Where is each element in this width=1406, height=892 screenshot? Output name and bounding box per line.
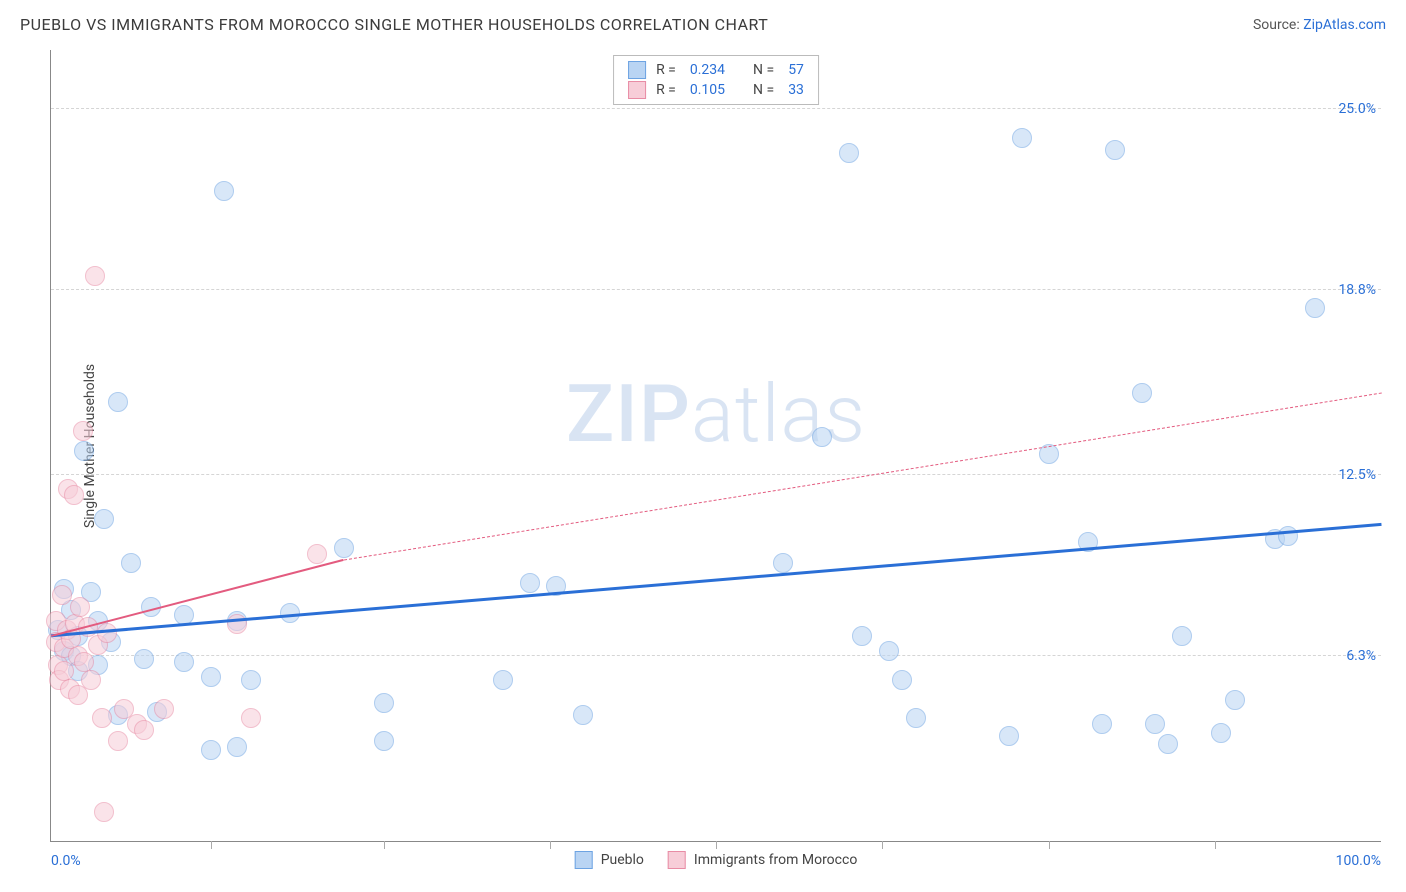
data-point xyxy=(1211,723,1231,743)
data-point xyxy=(94,802,114,822)
data-point xyxy=(906,708,926,728)
data-point xyxy=(154,699,174,719)
watermark-light: atlas xyxy=(691,367,866,461)
data-point xyxy=(280,603,300,623)
data-point xyxy=(214,181,234,201)
n-label: N = xyxy=(753,82,774,98)
y-tick-label: 18.8% xyxy=(1338,282,1386,298)
n-value-morocco: 33 xyxy=(788,82,804,98)
data-point xyxy=(1012,128,1032,148)
data-point xyxy=(97,623,117,643)
x-tick-label: 0.0% xyxy=(51,853,81,869)
legend-swatch-morocco xyxy=(628,81,646,99)
chart-title: PUEBLO VS IMMIGRANTS FROM MOROCCO SINGLE… xyxy=(20,15,768,34)
data-point xyxy=(108,392,128,412)
data-point xyxy=(121,553,141,573)
series-legend: Pueblo Immigrants from Morocco xyxy=(575,851,858,869)
data-point xyxy=(94,509,114,529)
data-point xyxy=(64,485,84,505)
gridline-horizontal xyxy=(51,289,1381,290)
n-value-pueblo: 57 xyxy=(788,62,804,78)
data-point xyxy=(74,441,94,461)
legend-label-pueblo: Pueblo xyxy=(601,852,644,868)
data-point xyxy=(227,737,247,757)
legend-swatch-morocco xyxy=(668,851,686,869)
r-label: R = xyxy=(656,82,676,98)
data-point xyxy=(108,731,128,751)
data-point xyxy=(374,731,394,751)
gridline-horizontal xyxy=(51,108,1381,109)
data-point xyxy=(879,641,899,661)
data-point xyxy=(892,670,912,690)
data-point xyxy=(374,693,394,713)
data-point xyxy=(520,573,540,593)
legend-row-morocco: R = 0.105 N = 33 xyxy=(628,80,804,100)
legend-swatch-pueblo xyxy=(628,61,646,79)
data-point xyxy=(852,626,872,646)
x-minor-tick xyxy=(1049,841,1050,849)
data-point xyxy=(573,705,593,725)
data-point xyxy=(201,740,221,760)
y-tick-label: 25.0% xyxy=(1338,101,1386,117)
correlation-legend: R = 0.234 N = 57 R = 0.105 N = 33 xyxy=(613,55,819,105)
x-minor-tick xyxy=(716,841,717,849)
data-point xyxy=(839,143,859,163)
data-point xyxy=(85,266,105,286)
header: PUEBLO VS IMMIGRANTS FROM MOROCCO SINGLE… xyxy=(20,15,1386,34)
n-label: N = xyxy=(753,62,774,78)
source-label: Source: xyxy=(1253,17,1300,33)
legend-item-pueblo: Pueblo xyxy=(575,851,644,869)
data-point xyxy=(1092,714,1112,734)
data-point xyxy=(1172,626,1192,646)
source-attribution: Source: ZipAtlas.com xyxy=(1253,17,1386,33)
x-minor-tick xyxy=(384,841,385,849)
data-point xyxy=(134,720,154,740)
data-point xyxy=(812,427,832,447)
r-value-morocco: 0.105 xyxy=(690,82,725,98)
source-link[interactable]: ZipAtlas.com xyxy=(1303,17,1386,33)
legend-row-pueblo: R = 0.234 N = 57 xyxy=(628,60,804,80)
legend-label-morocco: Immigrants from Morocco xyxy=(694,852,857,868)
data-point xyxy=(1132,383,1152,403)
data-point xyxy=(1145,714,1165,734)
legend-item-morocco: Immigrants from Morocco xyxy=(668,851,857,869)
data-point xyxy=(1305,298,1325,318)
watermark: ZIPatlas xyxy=(566,367,866,461)
chart-container: PUEBLO VS IMMIGRANTS FROM MOROCCO SINGLE… xyxy=(0,0,1406,892)
data-point xyxy=(174,652,194,672)
data-point xyxy=(73,421,93,441)
data-point xyxy=(81,670,101,690)
plot-area: ZIPatlas R = 0.234 N = 57 R = 0.105 N = … xyxy=(50,50,1381,842)
data-point xyxy=(1158,734,1178,754)
data-point xyxy=(334,538,354,558)
r-label: R = xyxy=(656,62,676,78)
data-point xyxy=(241,670,261,690)
data-point xyxy=(773,553,793,573)
data-point xyxy=(52,585,72,605)
data-point xyxy=(70,597,90,617)
data-point xyxy=(1105,140,1125,160)
data-point xyxy=(1225,690,1245,710)
gridline-horizontal xyxy=(51,474,1381,475)
data-point xyxy=(241,708,261,728)
x-minor-tick xyxy=(211,841,212,849)
data-point xyxy=(493,670,513,690)
y-tick-label: 12.5% xyxy=(1338,467,1386,483)
gridline-horizontal xyxy=(51,655,1381,656)
x-minor-tick xyxy=(1215,841,1216,849)
legend-swatch-pueblo xyxy=(575,851,593,869)
data-point xyxy=(92,708,112,728)
data-point xyxy=(201,667,221,687)
data-point xyxy=(307,544,327,564)
y-tick-label: 6.3% xyxy=(1346,648,1386,664)
data-point xyxy=(134,649,154,669)
x-tick-label: 100.0% xyxy=(1336,853,1381,869)
x-minor-tick xyxy=(550,841,551,849)
r-value-pueblo: 0.234 xyxy=(690,62,725,78)
trend-line xyxy=(51,523,1381,637)
data-point xyxy=(999,726,1019,746)
watermark-bold: ZIP xyxy=(566,367,691,461)
x-minor-tick xyxy=(882,841,883,849)
